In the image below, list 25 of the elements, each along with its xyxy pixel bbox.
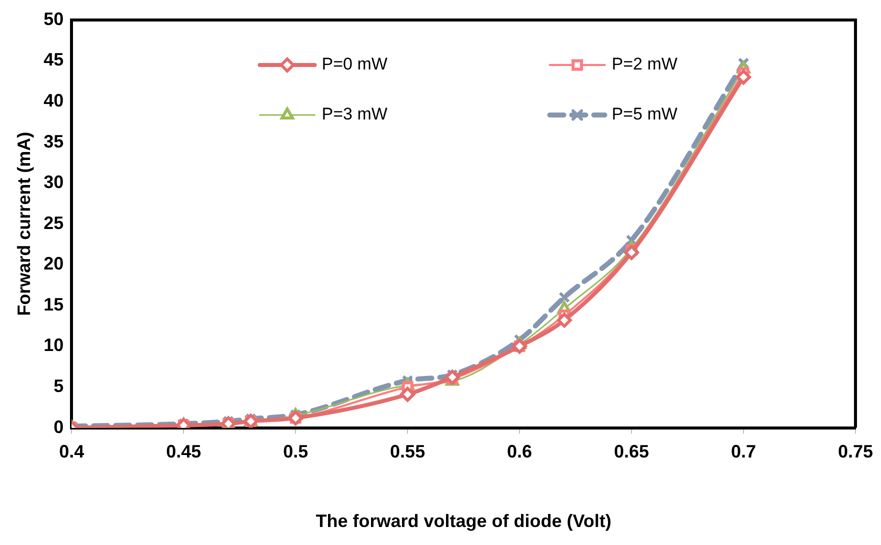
x-tick-label: 0.5	[283, 442, 308, 462]
x-tick-label: 0.4	[59, 442, 84, 462]
x-tick-label: 0.55	[390, 442, 426, 462]
y-tick-label: 25	[44, 212, 64, 233]
y-tick-label: 0	[54, 416, 64, 437]
y-tick-label: 30	[44, 172, 64, 192]
x-tick-label: 0.75	[838, 442, 874, 462]
x-tick-label: 0.7	[730, 442, 756, 462]
legend-label: P=0 mW	[322, 54, 388, 74]
y-tick-label: 15	[44, 294, 64, 314]
y-tick-label: 45	[44, 50, 64, 70]
legend-label: P=5 mW	[612, 104, 678, 124]
y-tick-label: 50	[44, 8, 64, 29]
y-tick-label: 5	[54, 376, 64, 396]
y-axis-title: Forward current (mA)	[14, 132, 34, 316]
y-tick-label: 40	[44, 90, 64, 111]
x-axis-title: The forward voltage of diode (Volt)	[316, 511, 612, 532]
legend-label: P=3 mW	[322, 104, 388, 124]
y-tick-label: 35	[44, 131, 64, 152]
x-tick-label: 0.6	[507, 442, 532, 462]
legend-label: P=2 mW	[612, 54, 678, 74]
x-tick-label: 0.65	[614, 442, 650, 462]
x-tick-label: 0.45	[166, 442, 202, 462]
y-tick-label: 20	[44, 254, 64, 274]
y-tick-label: 10	[44, 335, 64, 356]
